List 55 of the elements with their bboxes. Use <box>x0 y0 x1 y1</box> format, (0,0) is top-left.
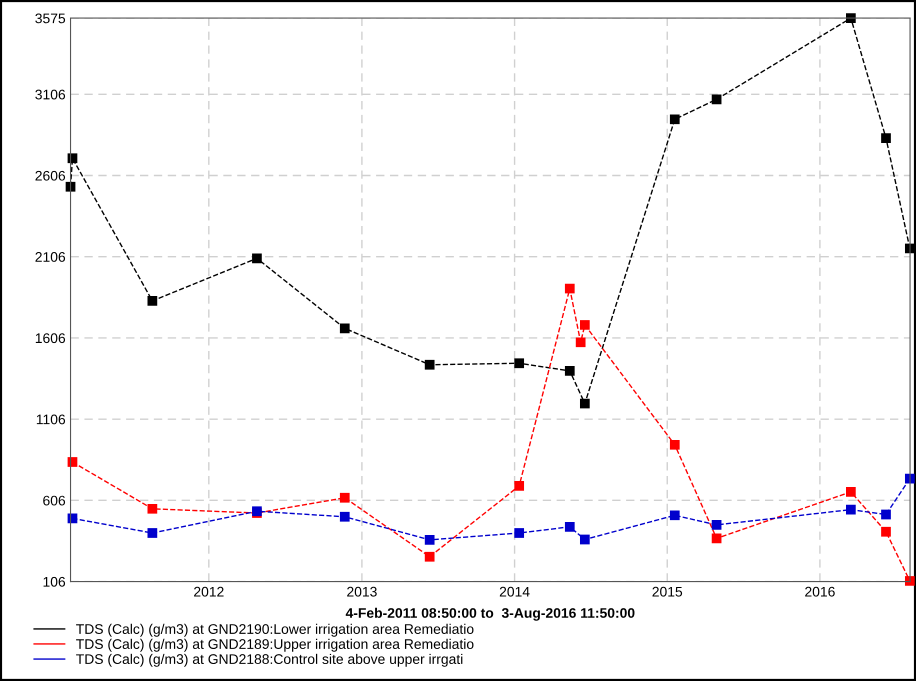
y-tick-label: 2606 <box>35 170 66 181</box>
point <box>712 94 722 104</box>
point <box>712 520 722 530</box>
y-tick-label: 3575 <box>35 13 66 24</box>
legend-label: TDS (Calc) (g/m3) at GND2190:Lower irrigation area Remediatio <box>76 624 474 637</box>
legend-label: TDS (Calc) (g/m3) at GND2188:Control site above upper irrgati <box>76 654 462 667</box>
x-tick-label: 2013 <box>347 586 377 597</box>
point <box>147 528 158 538</box>
point <box>514 528 524 538</box>
point <box>580 534 590 544</box>
point <box>580 320 590 330</box>
y-tick-label: 1106 <box>36 414 66 424</box>
point <box>670 114 680 124</box>
point <box>147 504 158 514</box>
point <box>670 510 680 520</box>
point <box>564 522 575 532</box>
point <box>712 534 722 544</box>
x-tick-label: 2016 <box>805 586 835 597</box>
x-axis-title: 4-Feb-2011 08:50:00 to 3-Aug-2016 11:50:00 <box>346 608 634 621</box>
x-tick-label: 2014 <box>500 586 530 597</box>
point <box>66 182 76 192</box>
point <box>340 492 350 503</box>
point <box>424 360 435 370</box>
point <box>514 481 524 491</box>
point <box>68 457 78 467</box>
point <box>904 244 915 254</box>
point <box>580 398 590 408</box>
point <box>846 504 856 514</box>
y-tick-label: 606 <box>43 496 66 506</box>
x-tick-label: 2012 <box>194 586 224 597</box>
point <box>904 474 915 484</box>
point <box>68 153 78 164</box>
point <box>881 526 891 537</box>
y-tick-label: 106 <box>44 576 66 587</box>
x-tick-label: 2015 <box>652 586 682 597</box>
point <box>904 576 915 586</box>
point <box>564 366 575 376</box>
y-tick-label: 1606 <box>36 333 66 344</box>
legend-label: TDS (Calc) (g/m3) at GND2189:Upper irrigation area Remediatio <box>76 638 474 652</box>
point <box>881 133 891 144</box>
point <box>424 534 435 545</box>
point <box>514 358 524 368</box>
point <box>147 296 158 306</box>
point <box>564 284 575 294</box>
point <box>846 487 856 497</box>
point <box>424 552 435 562</box>
point <box>252 253 262 264</box>
y-tick-label: 3106 <box>35 90 66 100</box>
point <box>881 510 891 520</box>
point <box>340 323 350 334</box>
y-tick-label: 2106 <box>35 252 66 262</box>
point <box>670 440 680 450</box>
point <box>68 514 78 524</box>
point <box>340 512 350 522</box>
point <box>576 337 586 348</box>
